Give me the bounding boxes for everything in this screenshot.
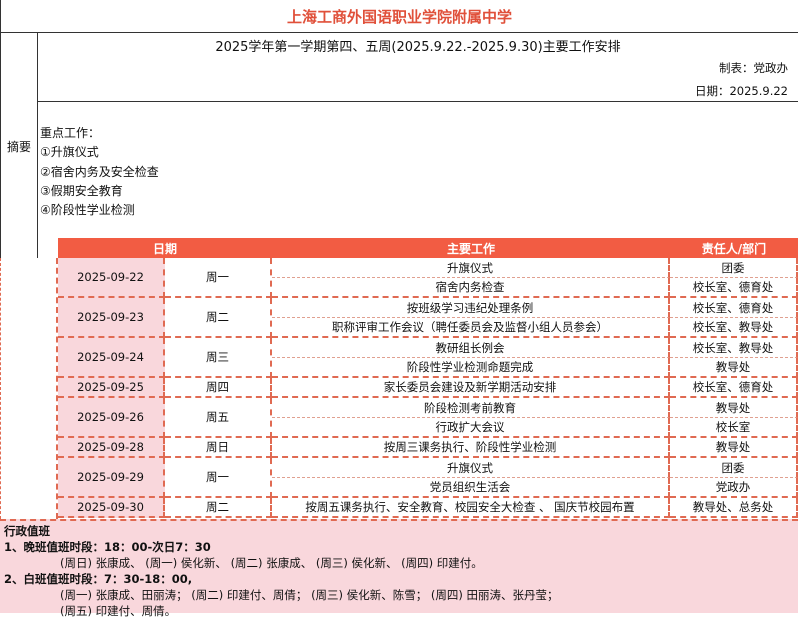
dept-cell: 团委 [670,458,798,478]
weekday-cell: 周一 [165,258,272,298]
dept-cell: 校长室 [670,418,798,438]
dept-cell: 教导处 [670,398,798,418]
header-date: 日期 [58,238,272,258]
work-cell: 教研组长例会 [272,338,670,358]
dept-cell: 教导处 [670,358,798,378]
summary-label: 摘要 [0,33,38,259]
school-title: 上海工商外国语职业学院附属中学 [0,0,798,33]
key-work-heading: 重点工作： [40,126,101,140]
work-cell: 升旗仪式 [272,458,670,478]
header-work: 主要工作 [272,238,670,258]
schedule-subtitle: 2025学年第一学期第四、五周(2025.9.22.-2025.9.30)主要工… [215,39,621,55]
date-cell: 2025-09-26 [58,398,165,438]
date-cell: 2025-09-24 [58,338,165,378]
dept-cell: 校长室、教导处 [670,338,798,358]
key-work-item: ①升旗仪式 [40,145,99,159]
weekday-cell: 周四 [165,378,272,398]
dept-cell: 团委 [670,258,798,278]
dept-cell: 党政办 [670,478,798,498]
header-dept: 责任人/部门 [670,238,798,258]
night-duty-list: (周日) 张康成、 (周一) 侯化新、 (周二) 张康成、 (周三) 侯化新、 … [60,556,483,570]
date-cell: 2025-09-23 [58,298,165,338]
made-by: 制表：党政办 [719,61,788,75]
work-cell: 按周五课务执行、安全教育、校园安全大检查 、 国庆节校园布置 [272,498,670,518]
duty-section: 行政值班 1、晚班值班时段：18：00-次日7：30 (周日) 张康成、 (周一… [0,519,798,618]
weekday-cell: 周五 [165,398,272,438]
work-cell: 职称评审工作会议（聘任委员会及监督小组人员参会） [272,318,670,338]
key-work-item: ③假期安全教育 [40,184,123,198]
dept-cell: 校长室、德育处 [670,378,798,398]
date-cell: 2025-09-30 [58,498,165,518]
date-cell: 2025-09-22 [58,258,165,298]
weekday-cell: 周日 [165,438,272,458]
key-work-item: ④阶段性学业检测 [40,203,135,217]
weekday-cell: 周三 [165,338,272,378]
work-cell: 阶段检测考前教育 [272,398,670,418]
work-cell: 按班级学习违纪处理条例 [272,298,670,318]
divider [38,101,798,102]
day-duty-list: (周五) 印建付、周倩。 [60,604,177,618]
date-cell: 2025-09-29 [58,458,165,498]
dept-cell: 校长室、德育处 [670,298,798,318]
day-duty-list: (周一) 张康成、田丽涛； (周二) 印建付、周倩； (周三) 侯化新、陈雪； … [60,588,559,602]
work-cell: 宿舍内务检查 [272,278,670,298]
dept-cell: 校长室、德育处 [670,278,798,298]
work-cell: 升旗仪式 [272,258,670,278]
work-cell: 阶段性学业检测命题完成 [272,358,670,378]
left-margin [0,258,58,519]
dept-cell: 教导处 [670,438,798,458]
dept-cell: 教导处、总务处 [670,498,798,518]
date-cell: 2025-09-25 [58,378,165,398]
weekday-cell: 周二 [165,498,272,518]
work-cell: 行政扩大会议 [272,418,670,438]
work-cell: 按周三课务执行、阶段性学业检测 [272,438,670,458]
key-work-item: ②宿舍内务及安全检查 [40,165,159,179]
weekday-cell: 周一 [165,458,272,498]
duty-title: 行政值班 [4,524,50,538]
work-cell: 家长委员会建设及新学期活动安排 [272,378,670,398]
weekday-cell: 周二 [165,298,272,338]
day-duty-label: 2、白班值班时段：7：30-18：00, [4,572,193,586]
issue-date: 日期：2025.9.22 [694,84,788,98]
dept-cell: 校长室、教导处 [670,318,798,338]
night-duty-label: 1、晚班值班时段：18：00-次日7：30 [4,540,211,554]
work-cell: 党员组织生活会 [272,478,670,498]
date-cell: 2025-09-28 [58,438,165,458]
